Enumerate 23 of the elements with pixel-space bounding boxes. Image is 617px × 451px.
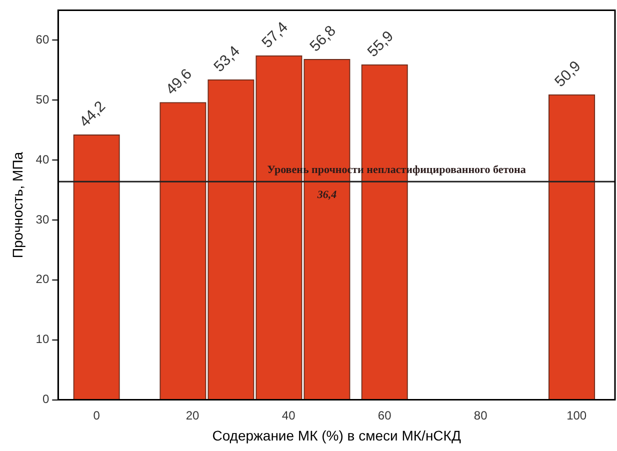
data-label: 53,4 [210, 42, 244, 76]
data-label: 57,4 [258, 18, 292, 52]
y-tick-label: 40 [36, 152, 50, 166]
x-tick-label: 60 [378, 408, 392, 422]
x-tick-label: 20 [186, 408, 200, 422]
y-tick-label: 20 [36, 272, 50, 286]
y-axis-title: Прочность, МПа [9, 152, 26, 258]
x-tick-label: 100 [566, 408, 587, 422]
y-tick-label: 50 [36, 92, 50, 106]
y-tick-label: 30 [36, 212, 50, 226]
annotation: 36,4 [316, 188, 338, 201]
x-tick-label: 0 [93, 408, 100, 422]
y-tick-label: 0 [42, 392, 50, 406]
x-tick-label: 80 [474, 408, 488, 422]
x-tick-label: 40 [282, 408, 296, 422]
data-label: 50,9 [552, 58, 584, 90]
y-tick-label: 10 [36, 332, 50, 346]
data-label: 44,2 [76, 98, 109, 131]
data-label: 49,6 [162, 66, 196, 98]
x-axis-title: Содержание МК (%) в смеси МК/нСКД [212, 427, 462, 444]
data-label: 55,9 [364, 28, 397, 60]
data-label: 56,8 [306, 22, 340, 56]
y-tick-label: 60 [36, 32, 50, 46]
